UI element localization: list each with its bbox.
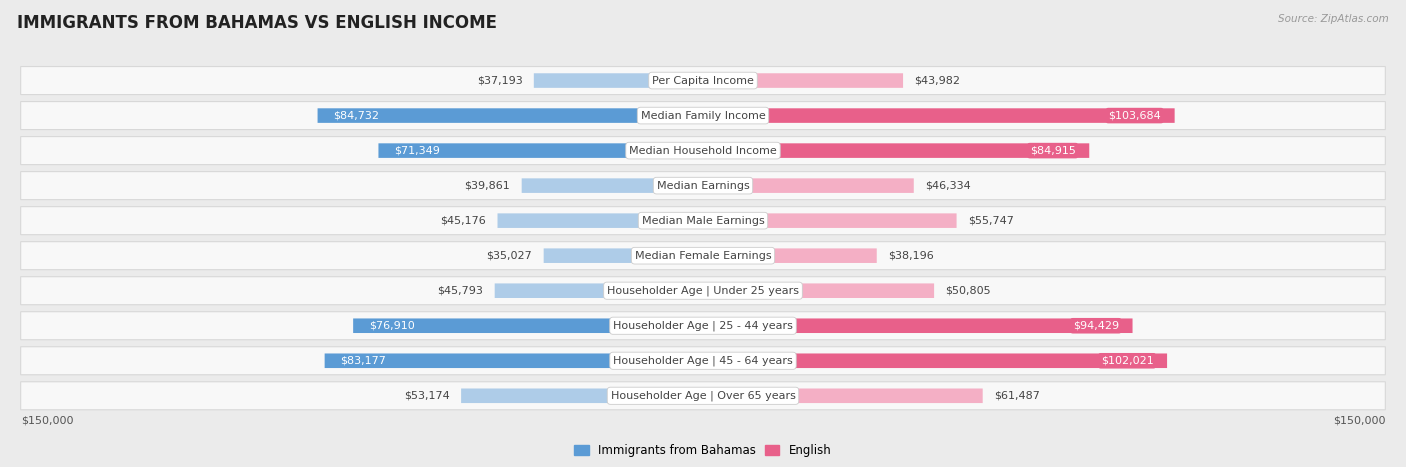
FancyBboxPatch shape — [21, 66, 1385, 94]
Text: $71,349: $71,349 — [394, 146, 440, 156]
FancyBboxPatch shape — [703, 389, 983, 403]
Text: $150,000: $150,000 — [21, 415, 73, 425]
Text: $50,805: $50,805 — [945, 286, 991, 296]
FancyBboxPatch shape — [21, 312, 1385, 340]
Text: Householder Age | Over 65 years: Householder Age | Over 65 years — [610, 390, 796, 401]
FancyBboxPatch shape — [21, 241, 1385, 269]
Text: $61,487: $61,487 — [994, 391, 1040, 401]
FancyBboxPatch shape — [21, 136, 1385, 164]
Text: $84,732: $84,732 — [333, 111, 380, 120]
Text: $38,196: $38,196 — [889, 251, 934, 261]
Text: Householder Age | 25 - 44 years: Householder Age | 25 - 44 years — [613, 320, 793, 331]
FancyBboxPatch shape — [703, 354, 1167, 368]
FancyBboxPatch shape — [21, 206, 1385, 234]
FancyBboxPatch shape — [378, 143, 703, 158]
Text: $102,021: $102,021 — [1101, 356, 1153, 366]
Text: $76,910: $76,910 — [368, 321, 415, 331]
Text: $103,684: $103,684 — [1108, 111, 1161, 120]
Legend: Immigrants from Bahamas, English: Immigrants from Bahamas, English — [569, 439, 837, 462]
FancyBboxPatch shape — [703, 108, 1174, 123]
FancyBboxPatch shape — [325, 354, 703, 368]
Text: Householder Age | 45 - 64 years: Householder Age | 45 - 64 years — [613, 355, 793, 366]
FancyBboxPatch shape — [703, 318, 1133, 333]
FancyBboxPatch shape — [703, 213, 956, 228]
FancyBboxPatch shape — [522, 178, 703, 193]
FancyBboxPatch shape — [703, 143, 1090, 158]
FancyBboxPatch shape — [318, 108, 703, 123]
Text: Per Capita Income: Per Capita Income — [652, 76, 754, 85]
Text: $84,915: $84,915 — [1029, 146, 1076, 156]
FancyBboxPatch shape — [21, 347, 1385, 375]
FancyBboxPatch shape — [353, 318, 703, 333]
Text: $43,982: $43,982 — [914, 76, 960, 85]
Text: $46,334: $46,334 — [925, 181, 972, 191]
Text: $45,793: $45,793 — [437, 286, 484, 296]
FancyBboxPatch shape — [534, 73, 703, 88]
FancyBboxPatch shape — [461, 389, 703, 403]
Text: $35,027: $35,027 — [486, 251, 533, 261]
Text: Source: ZipAtlas.com: Source: ZipAtlas.com — [1278, 14, 1389, 24]
FancyBboxPatch shape — [21, 382, 1385, 410]
Text: $94,429: $94,429 — [1073, 321, 1119, 331]
Text: $53,174: $53,174 — [404, 391, 450, 401]
FancyBboxPatch shape — [544, 248, 703, 263]
FancyBboxPatch shape — [703, 283, 934, 298]
Text: Median Female Earnings: Median Female Earnings — [634, 251, 772, 261]
FancyBboxPatch shape — [703, 248, 877, 263]
FancyBboxPatch shape — [21, 276, 1385, 304]
FancyBboxPatch shape — [495, 283, 703, 298]
FancyBboxPatch shape — [703, 178, 914, 193]
Text: Median Household Income: Median Household Income — [628, 146, 778, 156]
FancyBboxPatch shape — [703, 73, 903, 88]
Text: $37,193: $37,193 — [477, 76, 523, 85]
Text: Median Male Earnings: Median Male Earnings — [641, 216, 765, 226]
FancyBboxPatch shape — [498, 213, 703, 228]
Text: IMMIGRANTS FROM BAHAMAS VS ENGLISH INCOME: IMMIGRANTS FROM BAHAMAS VS ENGLISH INCOM… — [17, 14, 496, 32]
Text: $45,176: $45,176 — [440, 216, 486, 226]
Text: $55,747: $55,747 — [967, 216, 1014, 226]
Text: $150,000: $150,000 — [1333, 415, 1385, 425]
Text: Householder Age | Under 25 years: Householder Age | Under 25 years — [607, 285, 799, 296]
Text: Median Earnings: Median Earnings — [657, 181, 749, 191]
FancyBboxPatch shape — [21, 101, 1385, 129]
Text: $39,861: $39,861 — [464, 181, 510, 191]
Text: $83,177: $83,177 — [340, 356, 387, 366]
FancyBboxPatch shape — [21, 171, 1385, 199]
Text: Median Family Income: Median Family Income — [641, 111, 765, 120]
